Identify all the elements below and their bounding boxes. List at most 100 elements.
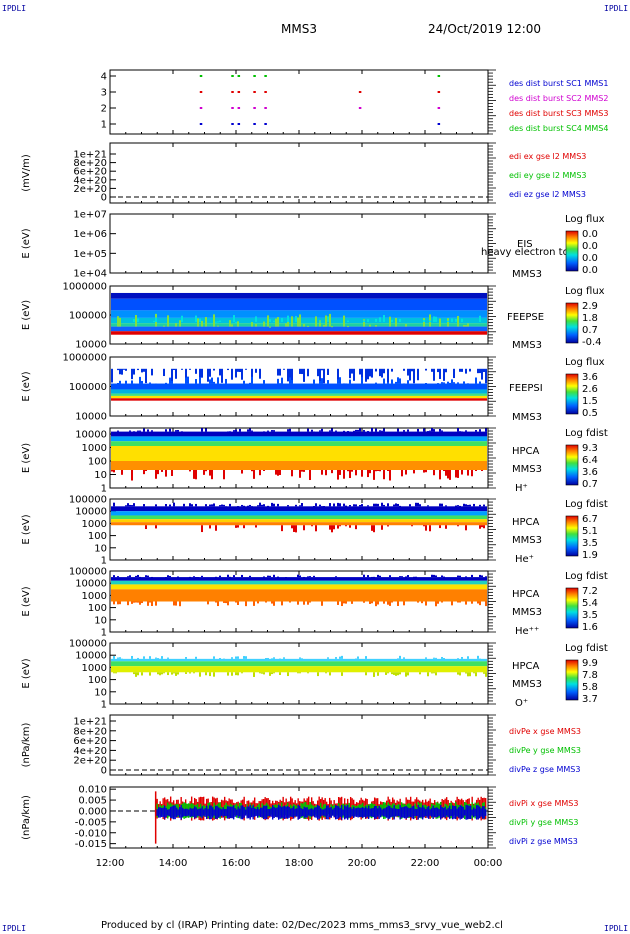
spectrogram-pixel bbox=[205, 470, 207, 472]
spectrogram-pixel bbox=[143, 504, 145, 507]
spectrogram-pixel bbox=[247, 429, 249, 432]
spectrogram-pixel bbox=[351, 470, 353, 472]
spectrogram-image bbox=[111, 655, 487, 677]
spectrogram-pixel bbox=[231, 324, 233, 327]
spectrogram-pixel bbox=[423, 428, 425, 432]
spectrogram-pixel bbox=[297, 574, 299, 578]
spectrogram-pixel bbox=[263, 672, 265, 675]
spectrogram-pixel bbox=[235, 429, 237, 432]
legend-entry: edi ez gse l2 MMS3 bbox=[509, 190, 586, 199]
spectrogram-pixel bbox=[461, 368, 463, 372]
y-tick-label: 6e+20 bbox=[73, 167, 107, 178]
legend-entry: des dist burst SC1 MMS1 bbox=[509, 79, 608, 88]
spectrogram-pixel bbox=[439, 525, 441, 529]
spectrogram-pixel bbox=[379, 470, 381, 472]
spectrogram-pixel bbox=[347, 326, 349, 328]
spectrogram-pixel bbox=[173, 502, 175, 507]
spectrogram-pixel bbox=[243, 656, 245, 659]
spectrogram-pixel bbox=[289, 377, 291, 384]
spectrogram-pixel bbox=[331, 428, 333, 432]
spectrogram-pixel bbox=[227, 672, 229, 676]
spectrogram-pixel bbox=[235, 672, 237, 676]
burst-mark bbox=[437, 91, 441, 93]
spectrogram-pixel bbox=[461, 431, 463, 433]
spectrogram-pixel bbox=[143, 428, 145, 432]
spectrogram-pixel bbox=[169, 575, 171, 578]
spectrogram-pixel bbox=[343, 383, 345, 385]
spectrogram-pixel bbox=[457, 382, 459, 384]
spectrogram-pixel bbox=[273, 657, 275, 659]
spectrogram-pixel bbox=[279, 368, 281, 376]
spectrogram-pixel bbox=[351, 601, 353, 604]
spectrogram-pixel bbox=[329, 503, 331, 507]
spectrogram-band bbox=[111, 298, 487, 311]
spectrogram-pixel bbox=[291, 368, 293, 384]
spectrogram-pixel bbox=[233, 430, 235, 432]
spectrogram-pixel bbox=[227, 574, 229, 578]
spectrogram-pixel bbox=[425, 657, 427, 659]
spectrogram-pixel bbox=[271, 658, 273, 660]
spectrogram-pixel bbox=[235, 368, 237, 378]
spectrogram-pixel bbox=[319, 430, 321, 432]
spectrogram-image bbox=[111, 292, 487, 335]
spectrogram-pixel bbox=[367, 575, 369, 578]
spectrogram-pixel bbox=[137, 601, 139, 603]
spectrogram-pixel bbox=[479, 504, 481, 507]
burst-mark bbox=[237, 107, 241, 109]
spectrogram-pixel bbox=[465, 368, 467, 374]
spectrogram-pixel bbox=[341, 601, 343, 607]
y-tick-label: 0.000 bbox=[78, 806, 107, 817]
colorbar-tick-label: 2.9 bbox=[582, 301, 598, 312]
spectrogram-pixel bbox=[291, 470, 293, 477]
spectrogram-pixel bbox=[263, 470, 265, 471]
y-tick-label: 10000 bbox=[75, 651, 107, 662]
spectrogram-pixel bbox=[343, 430, 345, 432]
spectrogram-pixel bbox=[125, 368, 127, 371]
spectrogram-band bbox=[111, 292, 487, 299]
spectrogram-pixel bbox=[171, 380, 173, 384]
spectrogram-pixel bbox=[357, 429, 359, 432]
spectrogram-pixel bbox=[271, 430, 273, 432]
colorbar-tick-label: 2.6 bbox=[582, 384, 598, 395]
spectrogram-pixel bbox=[387, 503, 389, 507]
spectrogram-pixel bbox=[469, 504, 471, 507]
y-tick-label: 4 bbox=[101, 72, 107, 83]
spectrogram-pixel bbox=[441, 382, 443, 384]
spectrogram-pixel bbox=[255, 323, 257, 327]
spectrogram-pixel bbox=[153, 320, 155, 322]
y-tick-label: 100000 bbox=[69, 495, 107, 506]
instrument-label: MMS3 bbox=[512, 607, 542, 618]
spectrogram-pixel bbox=[291, 380, 293, 384]
spectrogram-pixel bbox=[283, 368, 285, 370]
spectrogram-pixel bbox=[223, 658, 225, 660]
spectrogram-pixel bbox=[201, 368, 203, 378]
spectrogram-pixel bbox=[439, 428, 441, 432]
spectrogram-pixel bbox=[349, 525, 351, 528]
burst-mark bbox=[237, 91, 241, 93]
spectrogram-pixel bbox=[303, 601, 305, 605]
colorbar-title: Log fdist bbox=[565, 499, 608, 510]
spectrogram-pixel bbox=[199, 318, 201, 322]
spectrogram-pixel bbox=[375, 503, 377, 507]
spectrogram-pixel bbox=[307, 601, 309, 605]
spectrogram-pixel bbox=[219, 505, 221, 507]
colorbar-tick-label: 5.8 bbox=[582, 682, 598, 693]
spectrogram-pixel bbox=[189, 503, 191, 507]
spectrogram-pixel bbox=[407, 429, 409, 432]
spectrogram-pixel bbox=[209, 379, 211, 384]
instrument-label: MMS3 bbox=[512, 412, 542, 423]
spectrogram-pixel bbox=[145, 368, 147, 384]
spectrogram-pixel bbox=[375, 368, 377, 372]
spectrogram-pixel bbox=[277, 503, 279, 507]
burst-mark bbox=[264, 91, 267, 93]
spectrogram-pixel bbox=[355, 429, 357, 432]
spectrogram-pixel bbox=[175, 383, 177, 385]
spectrogram-pixel bbox=[277, 368, 279, 376]
spectrogram-pixel bbox=[231, 368, 233, 380]
spectrogram-pixel bbox=[389, 316, 391, 327]
spectrogram-pixel bbox=[191, 504, 193, 507]
spectrogram-pixel bbox=[405, 576, 407, 578]
spectrogram-pixel bbox=[389, 575, 391, 578]
spectrogram-pixel bbox=[443, 382, 445, 384]
spectrogram-pixel bbox=[389, 601, 391, 606]
